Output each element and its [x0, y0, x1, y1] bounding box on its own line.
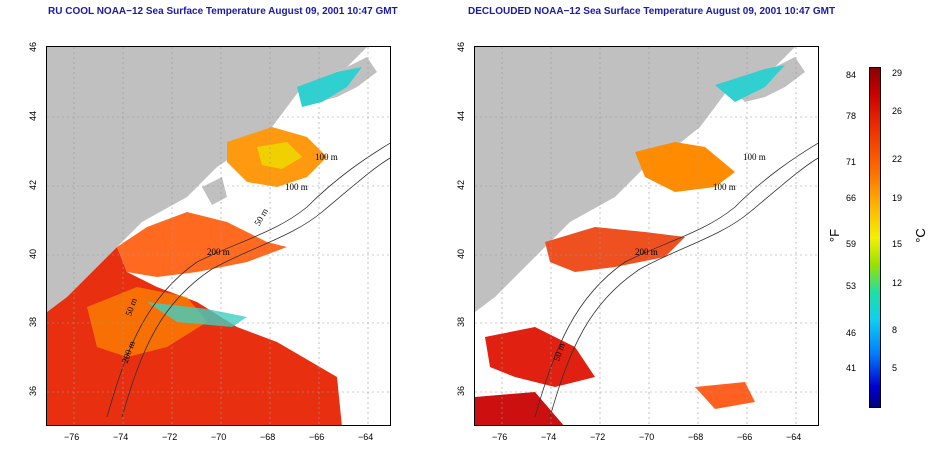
- right-panel-title: DECLOUDED NOAA−12 Sea Surface Temperatur…: [468, 6, 836, 17]
- celsius-tick: 5: [892, 363, 898, 373]
- contour-label: 100 m: [713, 182, 736, 192]
- y-tick-label: 46: [28, 41, 39, 53]
- y-tick-label: 38: [456, 316, 467, 328]
- celsius-tick: 15: [892, 239, 903, 249]
- contour-line: [121, 157, 390, 418]
- x-tick-label: −68: [688, 432, 704, 442]
- land-mass: [47, 47, 367, 312]
- fahrenheit-tick: 71: [846, 157, 857, 167]
- fahrenheit-unit-label: °F: [827, 228, 843, 243]
- y-tick-label: 36: [456, 385, 467, 397]
- cloud-gap: [237, 252, 390, 347]
- sst-warm-south: [485, 327, 595, 387]
- x-tick-label: −70: [211, 432, 227, 442]
- y-tick-label: 38: [28, 316, 39, 328]
- fahrenheit-tick: 46: [846, 328, 857, 338]
- y-tick-label: 46: [456, 41, 467, 53]
- y-tick-label: 44: [456, 110, 467, 122]
- contour-label: 200 m: [207, 247, 230, 257]
- x-tick-label: −70: [639, 432, 655, 442]
- x-tick-label: −76: [492, 432, 508, 442]
- x-tick-label: −74: [541, 432, 557, 442]
- fahrenheit-tick: 59: [846, 239, 857, 249]
- celsius-tick: 19: [892, 193, 903, 203]
- x-tick-label: −72: [590, 432, 606, 442]
- contour-label: 100 m: [285, 182, 308, 192]
- x-tick-label: −72: [162, 432, 178, 442]
- left-sst-map: 100 m 100 m 50 m 200 m 50 m 200 m: [46, 46, 391, 426]
- celsius-tick: 29: [892, 68, 903, 78]
- contour-line: [534, 142, 818, 418]
- contour-line: [106, 142, 390, 418]
- x-tick-label: −68: [260, 432, 276, 442]
- celsius-tick: 8: [892, 325, 898, 335]
- sst-cool-north: [297, 67, 362, 107]
- sst-offshore-patch: [695, 382, 755, 409]
- contour-label: 200 m: [635, 247, 658, 257]
- x-tick-label: −66: [309, 432, 325, 442]
- x-tick-label: −66: [737, 432, 753, 442]
- y-tick-label: 40: [28, 248, 39, 260]
- celsius-unit-label: °C: [912, 228, 928, 243]
- fahrenheit-tick: 66: [846, 193, 857, 203]
- contour-line: [549, 157, 818, 418]
- fahrenheit-tick: 78: [846, 111, 857, 121]
- left-panel-title: RU COOL NOAA−12 Sea Surface Temperature …: [48, 6, 398, 17]
- y-tick-label: 42: [28, 179, 39, 191]
- sst-gulf-maine: [635, 142, 735, 192]
- contour-label: 100 m: [315, 152, 338, 162]
- celsius-tick: 26: [892, 106, 903, 116]
- x-tick-label: −76: [64, 432, 80, 442]
- celsius-tick: 22: [892, 154, 903, 164]
- fahrenheit-tick: 41: [846, 363, 857, 373]
- x-tick-label: −64: [358, 432, 374, 442]
- y-tick-label: 44: [28, 110, 39, 122]
- sst-orange-patches: [117, 212, 287, 277]
- contour-label: 100 m: [743, 152, 766, 162]
- x-tick-label: −74: [113, 432, 129, 442]
- fahrenheit-tick: 53: [846, 281, 857, 291]
- y-tick-label: 40: [456, 248, 467, 260]
- y-tick-label: 42: [456, 179, 467, 191]
- celsius-tick: 12: [892, 278, 903, 288]
- sst-shelf-band: [545, 227, 685, 272]
- temperature-colorbar: [869, 67, 881, 408]
- fahrenheit-tick: 84: [846, 70, 857, 80]
- sst-yellow-patches: [257, 142, 302, 169]
- land-mass: [475, 47, 795, 312]
- cape-cod-land: [202, 177, 227, 205]
- x-tick-label: −64: [786, 432, 802, 442]
- y-tick-label: 36: [28, 385, 39, 397]
- sst-warm-south: [47, 247, 342, 425]
- sst-cool-north: [715, 65, 785, 102]
- sst-warm-south: [475, 392, 564, 425]
- right-sst-map: 100 m 100 m 200 m 50 m: [474, 46, 819, 426]
- sst-shelf-mix: [87, 287, 207, 357]
